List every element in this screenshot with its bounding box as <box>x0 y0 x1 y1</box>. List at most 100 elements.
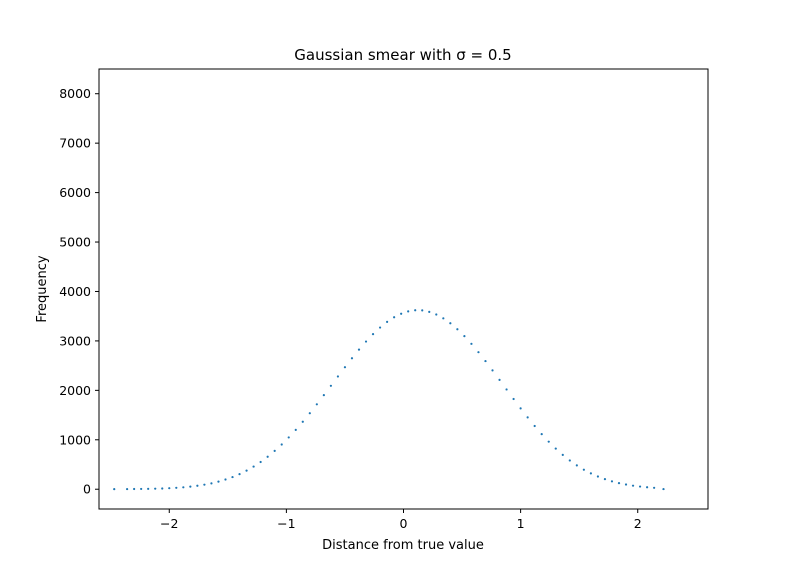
data-point <box>196 484 199 487</box>
data-point <box>126 487 129 491</box>
x-tick-label: 1 <box>517 516 525 531</box>
y-axis-label: Frequency <box>35 255 50 322</box>
data-point <box>161 487 164 490</box>
data-points <box>113 309 665 491</box>
x-tick-label: 0 <box>400 516 408 531</box>
data-point <box>378 326 382 329</box>
data-point <box>217 480 220 483</box>
data-point <box>182 486 185 489</box>
data-point <box>463 335 466 338</box>
y-tick-label: 2000 <box>59 383 91 398</box>
x-axis-label: Distance from true value <box>322 538 484 553</box>
data-point <box>603 478 607 481</box>
data-point <box>575 464 578 467</box>
data-point <box>301 420 304 423</box>
data-point <box>505 388 508 391</box>
data-point <box>477 351 480 354</box>
data-point <box>554 447 557 450</box>
data-point <box>470 342 473 345</box>
data-point <box>315 403 318 406</box>
data-point <box>343 366 347 369</box>
y-tick-label: 7000 <box>59 136 91 151</box>
y-tick-label: 4000 <box>59 284 91 299</box>
data-point <box>364 340 368 343</box>
x-tick-label: 2 <box>634 516 642 531</box>
data-point <box>512 397 515 401</box>
chart-title: Gaussian smear with σ = 0.5 <box>294 46 511 64</box>
data-point <box>329 384 332 387</box>
data-point <box>231 475 234 479</box>
data-point <box>519 407 522 410</box>
data-point <box>238 472 241 476</box>
data-point <box>428 310 431 313</box>
data-point <box>561 453 564 456</box>
data-point <box>400 312 403 315</box>
y-tick-label: 6000 <box>59 185 91 200</box>
data-point <box>631 484 635 487</box>
data-point <box>662 487 665 491</box>
data-point <box>526 416 529 419</box>
data-point <box>393 316 396 319</box>
y-tick-label: 0 <box>83 482 91 497</box>
y-axis-ticks: 0 1000 2000 3000 4000 5000 6000 7000 8000 <box>59 86 99 497</box>
data-point <box>175 486 178 489</box>
data-point <box>252 465 255 468</box>
data-point <box>245 469 248 472</box>
data-point <box>540 433 543 436</box>
data-point <box>568 459 571 462</box>
data-point <box>308 412 311 415</box>
data-point <box>294 428 297 431</box>
data-point <box>435 313 438 316</box>
data-point <box>442 317 445 320</box>
data-point <box>653 486 656 489</box>
data-point <box>386 320 389 323</box>
data-point <box>589 472 592 475</box>
data-point <box>449 322 452 325</box>
data-point <box>154 487 157 490</box>
data-point <box>273 449 276 453</box>
data-point <box>498 378 501 381</box>
data-point <box>133 487 136 491</box>
data-point <box>610 480 614 483</box>
data-point <box>638 485 642 488</box>
data-point <box>113 488 116 491</box>
data-point <box>210 482 213 485</box>
data-point <box>484 359 487 363</box>
x-axis-ticks: −2 −1 0 1 2 <box>160 509 642 531</box>
data-point <box>456 328 459 331</box>
data-point <box>280 443 283 446</box>
data-point <box>547 440 550 443</box>
data-point <box>287 436 290 439</box>
data-point <box>224 478 227 481</box>
y-tick-label: 1000 <box>59 432 91 447</box>
data-point <box>533 424 536 428</box>
data-point <box>582 468 585 471</box>
y-tick-label: 3000 <box>59 333 91 348</box>
data-point <box>357 348 361 351</box>
data-point <box>322 393 325 397</box>
x-tick-label: −2 <box>160 516 178 531</box>
x-tick-label: −1 <box>277 516 295 531</box>
y-tick-label: 5000 <box>59 235 91 250</box>
data-point <box>596 475 600 478</box>
data-point <box>421 309 424 312</box>
data-point <box>407 310 410 313</box>
data-point <box>414 309 417 312</box>
data-point <box>266 455 269 458</box>
y-tick-label: 8000 <box>59 86 91 101</box>
data-point <box>203 483 206 486</box>
data-point <box>189 485 192 488</box>
data-point <box>624 483 628 486</box>
data-point <box>140 487 143 491</box>
data-point <box>168 487 171 490</box>
data-point <box>491 369 494 372</box>
data-point <box>147 487 150 490</box>
data-point <box>371 333 375 336</box>
data-point <box>350 357 354 360</box>
plot-frame <box>98 68 709 510</box>
data-point <box>617 481 621 485</box>
data-point <box>336 375 340 378</box>
data-point <box>646 486 649 489</box>
